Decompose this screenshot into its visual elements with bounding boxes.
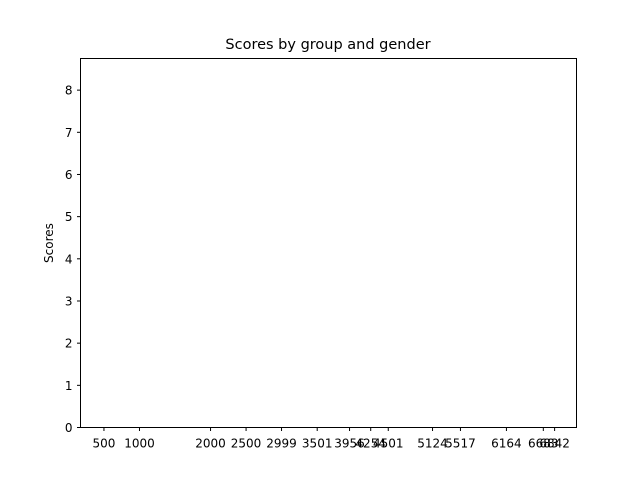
x-tick-label: 6842 [539,437,570,451]
y-tick-label: 3 [65,294,73,308]
y-tick-label: 8 [65,84,73,98]
x-tick-label: 3501 [302,437,333,451]
y-tick-label: 1 [65,379,73,393]
y-tick-label: 4 [65,252,73,266]
x-tick-label: 6683 [528,437,559,451]
y-tick-label: 5 [65,210,73,224]
y-axis-ticks: 0 1 2 3 4 5 6 7 8 [65,84,81,435]
x-tick-label: 4254 [355,437,386,451]
x-tick-label: 5517 [445,437,476,451]
x-tick-label: 2000 [195,437,226,451]
x-tick-label: 2999 [266,437,297,451]
x-tick-label: 1000 [124,437,155,451]
y-axis-label: Scores [42,223,56,263]
y-tick-label: 0 [65,421,73,435]
chart-title: Scores by group and gender [225,37,430,53]
x-tick-label: 500 [92,437,115,451]
x-tick-label: 4501 [373,437,404,451]
x-tick-label: 5124 [417,437,448,451]
plot-area-frame [80,58,577,428]
y-tick-label: 2 [65,337,73,351]
x-tick-label: 6164 [491,437,522,451]
x-tick-label: 2500 [231,437,262,451]
x-tick-label: 3956 [334,437,365,451]
y-tick-label: 6 [65,168,73,182]
y-tick-label: 7 [65,126,73,140]
